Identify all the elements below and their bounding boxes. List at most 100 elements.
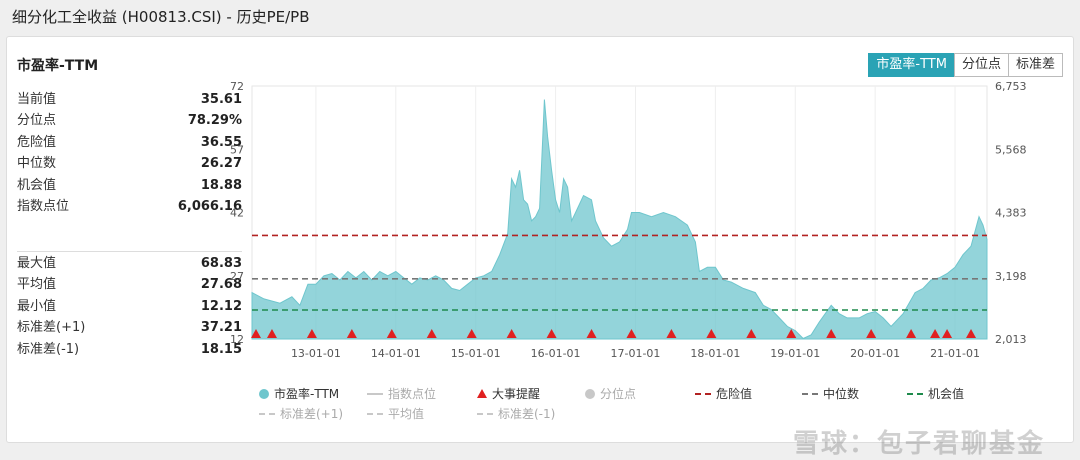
stat-value: 37.21 <box>200 320 242 336</box>
x-tick-label: 17-01-01 <box>611 347 661 360</box>
stat-label: 指数点位 <box>17 198 70 214</box>
stat-value: 35.61 <box>200 92 242 107</box>
legend-label: 指数点位 <box>388 387 437 401</box>
stat-value: 78.29% <box>187 113 242 129</box>
legend-label: 市盈率-TTM <box>274 387 340 401</box>
legend-label: 机会值 <box>928 387 965 401</box>
event-marker <box>966 329 977 338</box>
legend-dash-icon <box>802 392 818 395</box>
stat-label: 最小值 <box>17 298 57 314</box>
event-marker <box>930 329 941 338</box>
legend-dash-icon <box>477 412 493 415</box>
event-marker <box>706 329 717 338</box>
stat-label: 危险值 <box>17 134 57 150</box>
event-marker <box>546 329 557 338</box>
event-marker <box>586 329 597 338</box>
watermark: 雪球：包子君聊基金 <box>792 429 1045 459</box>
stat-label: 平均值 <box>17 277 57 293</box>
x-tick-label: 20-01-01 <box>850 347 900 360</box>
stats-top: 当前值 35.61 分位点 78.29% 危险值 36.55 中位数 26.27 机会值… <box>17 89 242 217</box>
legend-label: 平均值 <box>388 407 425 421</box>
legend-dash-icon <box>259 412 275 415</box>
y-tick-label-right: 5,568 <box>995 143 1027 156</box>
legend-item[interactable]: 分位点 <box>585 385 636 402</box>
y-tick-label-right: 4,383 <box>995 207 1027 220</box>
stat-label: 中位数 <box>17 156 57 172</box>
event-marker <box>826 329 837 338</box>
y-tick-label-right: 6,753 <box>995 80 1027 93</box>
stat-value: 36.55 <box>200 134 242 150</box>
y-tick-label-left: 42 <box>230 207 244 220</box>
stat-value: 18.88 <box>200 177 242 193</box>
event-marker <box>942 329 953 338</box>
stat-row: 平均值 27.68 <box>17 274 242 295</box>
legend-item[interactable]: 指数点位 <box>367 385 436 402</box>
stat-label: 机会值 <box>17 177 57 193</box>
stat-row: 危险值 36.55 <box>17 132 242 153</box>
stat-label: 当前值 <box>17 92 57 107</box>
stat-value: 6,066.16 <box>177 198 242 214</box>
y-tick-label-right: 3,198 <box>995 270 1027 283</box>
event-marker <box>626 329 637 338</box>
legend-item[interactable]: 危险值 <box>695 385 752 402</box>
stat-row: 当前值 35.61 <box>17 89 242 110</box>
event-marker <box>466 329 477 338</box>
legend-item[interactable]: 标准差(+1) <box>259 405 343 422</box>
card-title: 市盈率-TTM <box>17 58 99 74</box>
legend-triangle-icon <box>477 389 487 398</box>
x-tick-label: 16-01-01 <box>531 347 581 360</box>
legend-label: 分位点 <box>600 387 637 401</box>
stat-label: 最大值 <box>17 256 57 271</box>
tab-group: 市盈率-TTM 分位点 标准差 <box>868 53 1063 77</box>
tab-stddev[interactable]: 标准差 <box>1007 53 1063 77</box>
legend-item[interactable]: 大事提醒 <box>477 385 540 402</box>
stat-row: 指数点位 6,066.16 <box>17 196 242 217</box>
x-tick-label: 15-01-01 <box>451 347 501 360</box>
legend-item[interactable]: 市盈率-TTM <box>259 385 339 402</box>
legend-label: 中位数 <box>823 387 860 401</box>
legend-item[interactable]: 机会值 <box>907 385 964 402</box>
legend-dash-icon <box>695 392 711 395</box>
event-marker <box>746 329 757 338</box>
legend-label: 危险值 <box>716 387 753 401</box>
legend-item[interactable]: 中位数 <box>802 385 859 402</box>
x-tick-label: 14-01-01 <box>371 347 421 360</box>
legend-item[interactable]: 标准差(-1) <box>477 405 555 422</box>
stat-value: 27.68 <box>200 277 242 293</box>
stat-row: 机会值 18.88 <box>17 175 242 196</box>
stat-label: 标准差(+1) <box>17 320 86 336</box>
y-tick-label-right: 2,013 <box>995 333 1027 346</box>
stat-row: 中位数 26.27 <box>17 153 242 174</box>
stat-row: 标准差(+1) 37.21 <box>17 317 242 338</box>
legend-label: 标准差(+1) <box>280 407 344 421</box>
y-tick-label-left: 72 <box>230 80 244 93</box>
stat-label: 标准差(-1) <box>17 341 80 357</box>
stat-value: 68.83 <box>200 256 242 271</box>
event-marker <box>266 329 277 338</box>
stat-row: 分位点 78.29% <box>17 110 242 131</box>
y-tick-label-left: 12 <box>230 333 244 346</box>
legend-label: 大事提醒 <box>492 387 541 401</box>
legend-dot-icon <box>259 388 269 399</box>
stat-value: 26.27 <box>200 156 242 172</box>
stat-row: 最大值 68.83 <box>17 253 242 274</box>
legend-label: 标准差(-1) <box>498 407 556 421</box>
legend-dash-icon <box>367 412 383 415</box>
pe-chart: 13-01-01 14-01-01 15-01-01 16-01-01 17-01-01… <box>230 80 1027 360</box>
legend-item[interactable]: 平均值 <box>367 405 424 422</box>
event-marker <box>666 329 677 338</box>
stat-value: 12.12 <box>200 298 242 314</box>
stats-divider <box>17 251 242 252</box>
event-marker <box>426 329 437 338</box>
event-marker <box>906 329 917 338</box>
event-marker <box>386 329 397 338</box>
chart-card: 市盈率-TTM 市盈率-TTM 分位点 标准差 当前值 35.61 分位点 78.2… <box>6 36 1074 459</box>
stat-row: 标准差(-1) 18.15 <box>17 339 242 360</box>
y-tick-label-left: 27 <box>230 270 244 283</box>
legend-dash-icon <box>907 392 923 395</box>
event-marker <box>506 329 517 338</box>
stats-bottom: 最大值 68.83 平均值 27.68 最小值 12.12 标准差(+1) 37.21 … <box>17 253 242 360</box>
y-tick-label-left: 57 <box>230 143 244 156</box>
stat-row: 最小值 12.12 <box>17 296 242 317</box>
x-tick-label: 13-01-01 <box>291 347 341 360</box>
